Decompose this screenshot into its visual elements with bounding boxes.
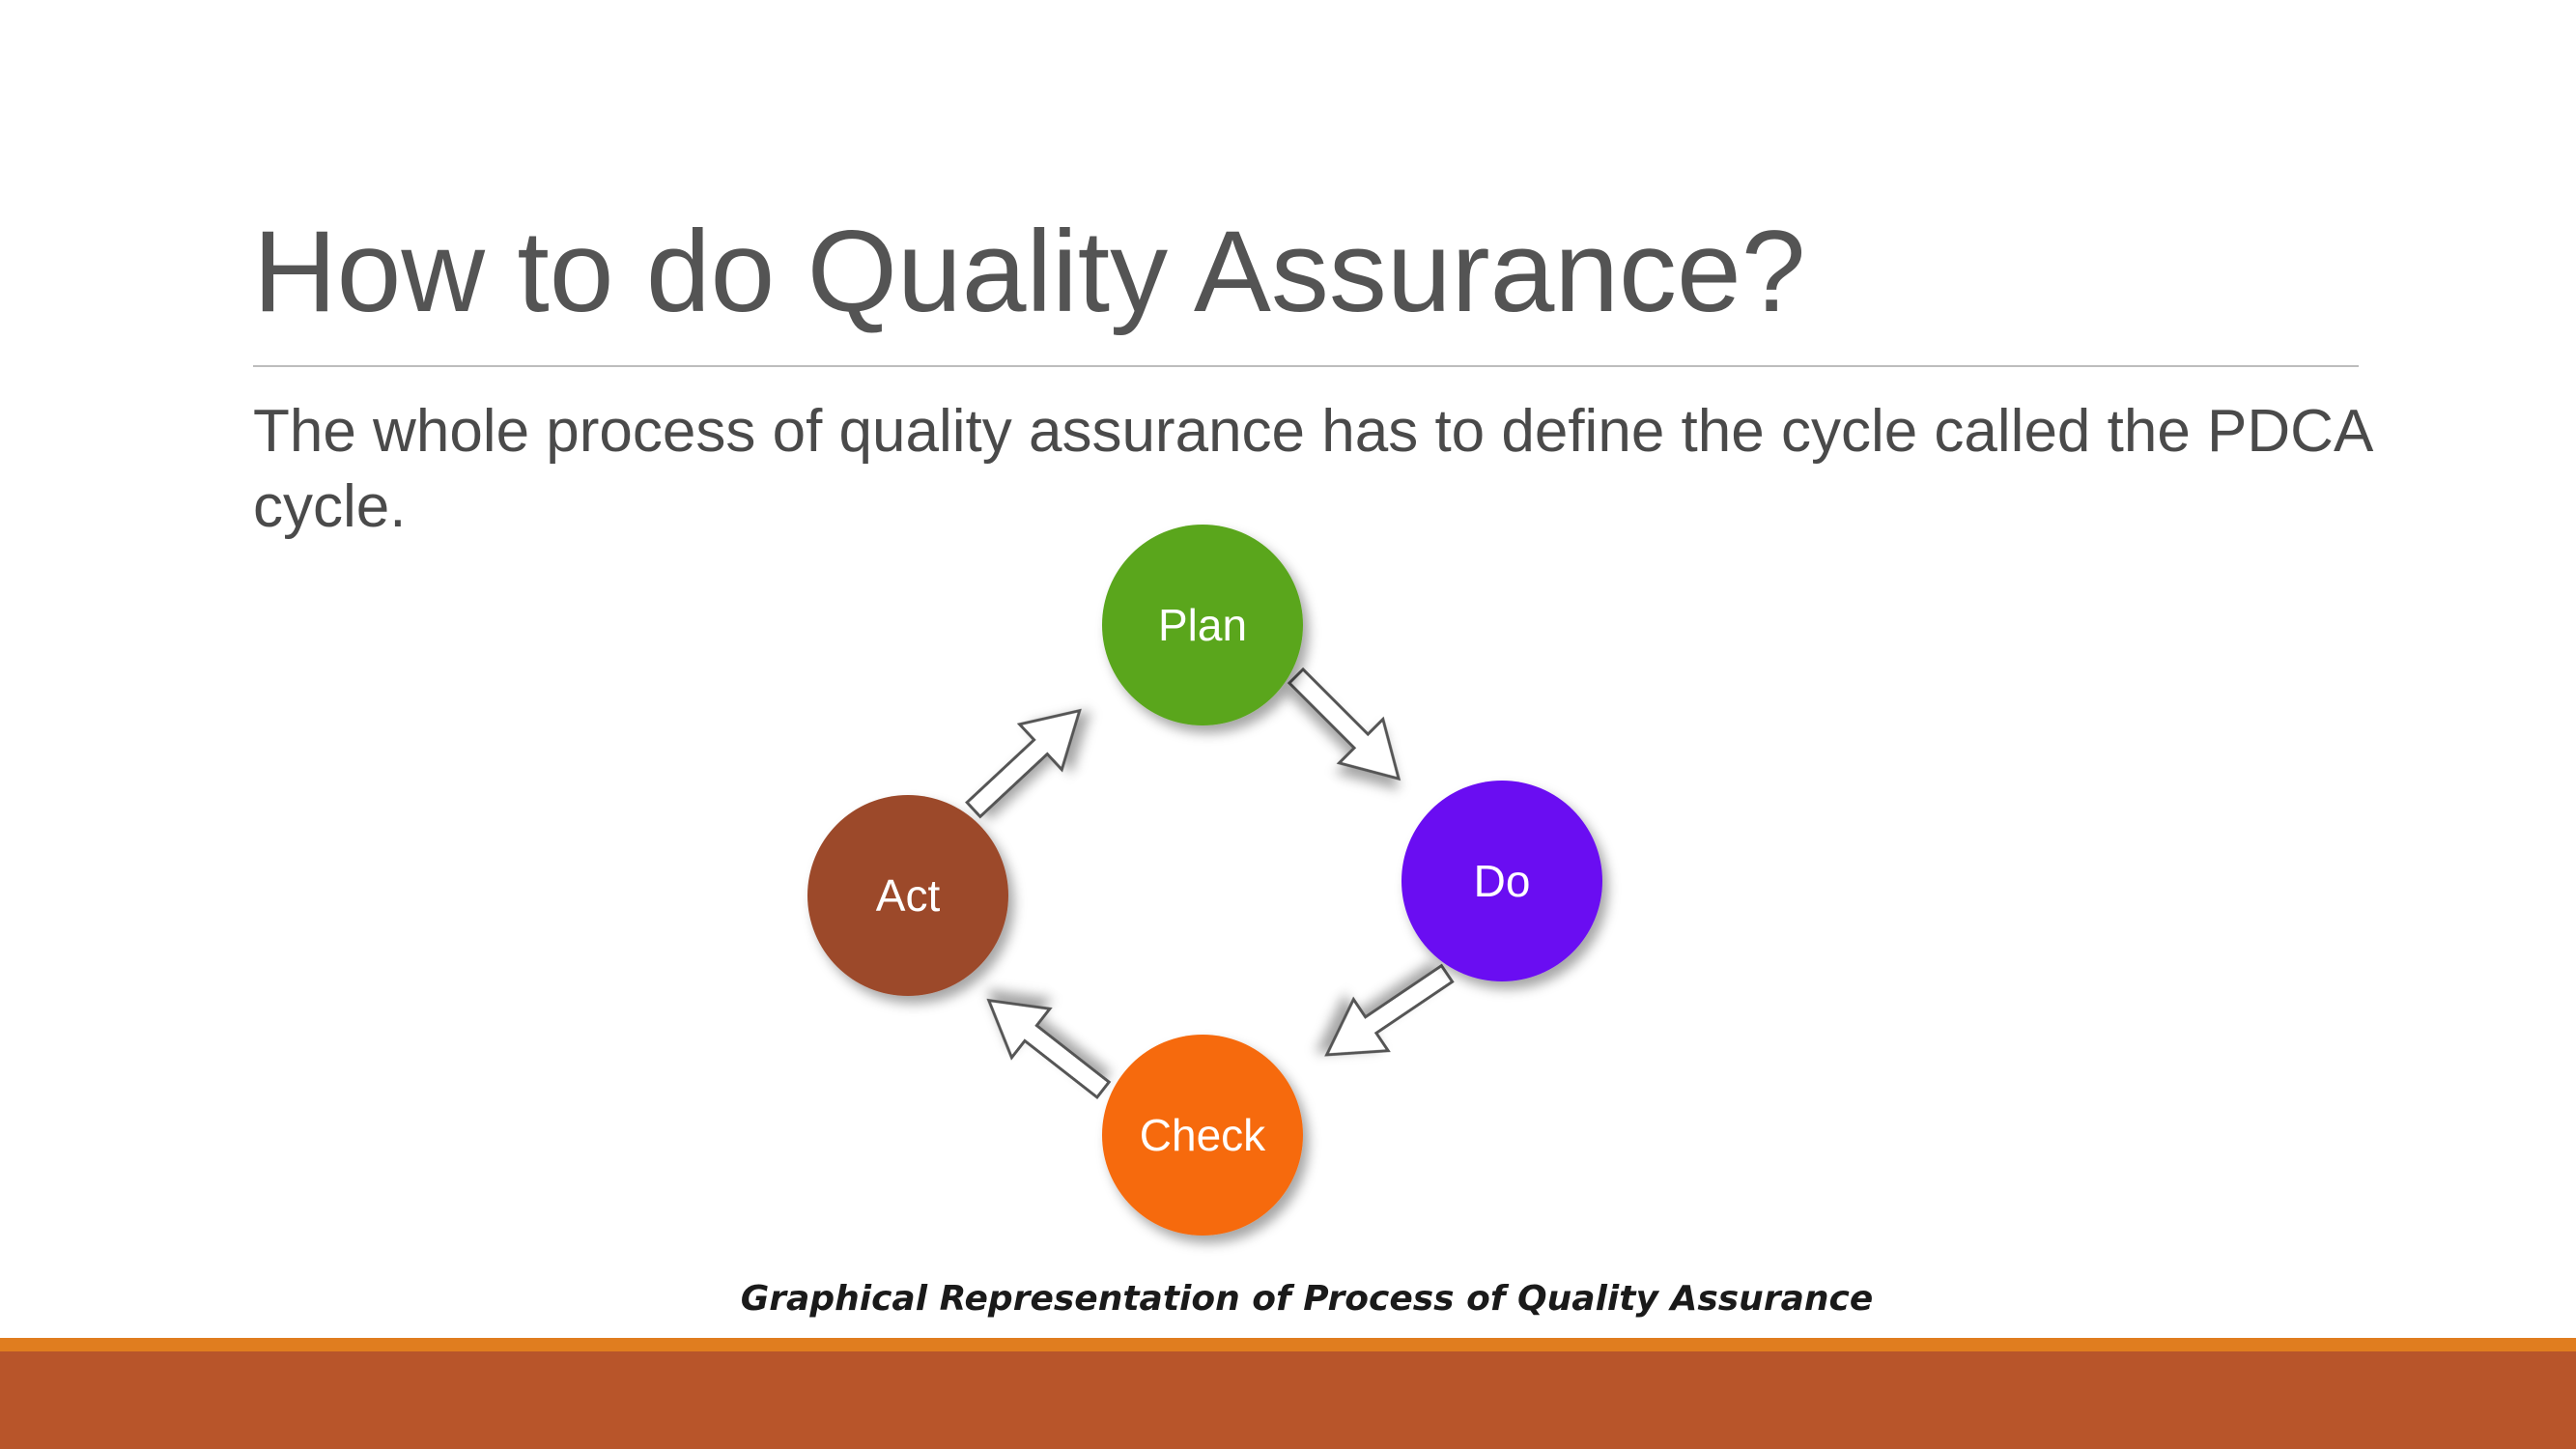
node-act: Act: [807, 795, 1008, 996]
footer-stripe: [0, 1338, 2576, 1351]
node-do-circle: [1401, 781, 1602, 981]
node-plan-label: Plan: [1158, 600, 1247, 650]
arrow-check-to-act: [986, 998, 1112, 1099]
node-plan: Plan: [1102, 525, 1303, 725]
node-act-circle: [807, 795, 1008, 996]
node-check: Check: [1102, 1035, 1303, 1236]
node-do-label: Do: [1474, 856, 1531, 906]
slide-body-text: The whole process of quality assurance h…: [253, 398, 2370, 540]
slide-title: How to do Quality Assurance?: [253, 207, 1806, 336]
arrow-act-to-plan: [965, 708, 1082, 819]
arrow-plan-to-do: [1287, 667, 1401, 781]
arrow-do-to-check: [1324, 963, 1455, 1057]
diagram-caption: Graphical Representation of Process of Q…: [741, 1279, 1874, 1319]
node-do: Do: [1401, 781, 1602, 981]
node-plan-circle: [1102, 525, 1303, 725]
node-check-circle: [1102, 1035, 1303, 1236]
footer-bar: [0, 1351, 2576, 1449]
title-divider: [253, 365, 2359, 367]
node-check-label: Check: [1140, 1110, 1266, 1160]
node-act-label: Act: [876, 870, 941, 921]
